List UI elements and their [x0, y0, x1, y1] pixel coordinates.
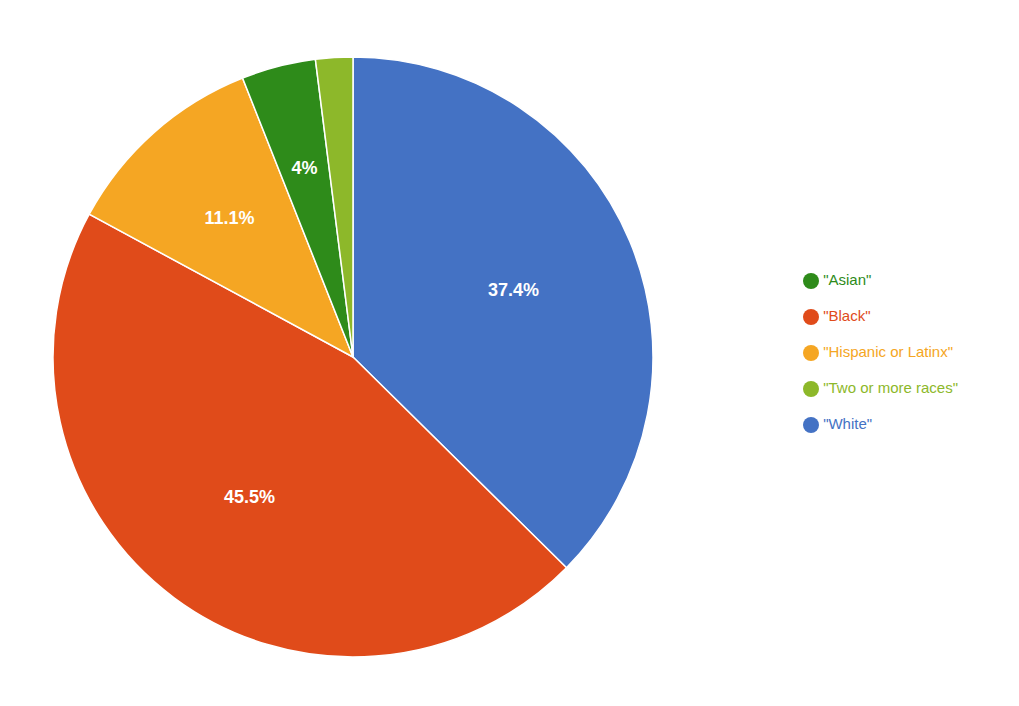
html-text:"White": "White" [823, 415, 873, 432]
html-text:"Two or more races": "Two or more races" [823, 379, 958, 396]
html-text:"Black": "Black" [823, 307, 871, 324]
svg-text:11.1%: 11.1% [205, 208, 255, 228]
svg-text:45.5%: 45.5% [224, 487, 275, 507]
html-text:"Asian": "Asian" [823, 271, 872, 288]
svg-text:4%: 4% [291, 158, 317, 178]
svg-text:37.4%: 37.4% [488, 280, 539, 300]
html-text:"Hispanic or Latinx": "Hispanic or Latinx" [823, 343, 953, 360]
